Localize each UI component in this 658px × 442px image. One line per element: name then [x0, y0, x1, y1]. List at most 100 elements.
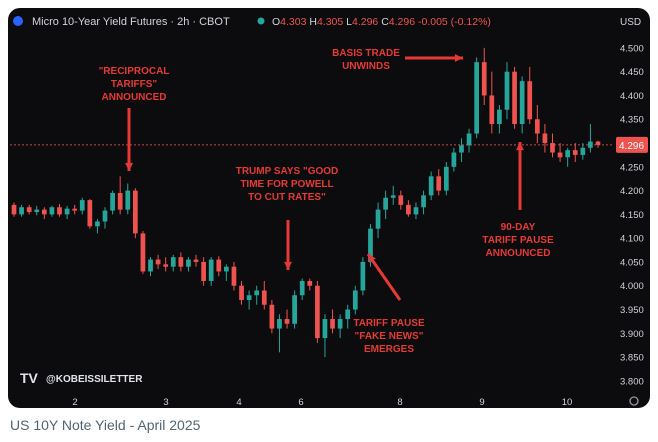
candle-body — [201, 261, 206, 281]
chart-container: 4.5004.4504.4004.3504.3004.2504.2004.150… — [8, 8, 650, 408]
ohlc-part: C — [378, 16, 389, 28]
candle-body — [572, 150, 578, 155]
candle-body — [34, 209, 40, 212]
x-tick-label: 9 — [479, 397, 484, 408]
annotation-text: 90-DAY — [501, 222, 536, 233]
x-tick-label: 6 — [298, 397, 303, 408]
y-tick-label: 4.100 — [620, 234, 644, 245]
candle-body — [57, 207, 62, 215]
annotation-text: "RECIPROCAL — [99, 66, 170, 77]
y-tick-label: 4.150 — [620, 210, 644, 221]
annotation-text: UNWINDS — [342, 61, 390, 72]
y-tick-label: 4.450 — [620, 67, 644, 78]
watermark-text: @KOBEISSILETTER — [46, 374, 143, 385]
candle-body — [72, 208, 78, 211]
settings-gear-icon — [629, 396, 639, 406]
x-tick-label: 10 — [562, 397, 573, 408]
candle-body — [421, 195, 426, 208]
ohlc-part: H — [306, 16, 317, 28]
ohlc-part: 4.296 — [352, 16, 378, 28]
annotation-arrowhead — [368, 254, 376, 263]
candle-body — [337, 319, 343, 329]
ohlc-part: L — [343, 16, 352, 28]
annotation-text: ANNOUNCED — [102, 92, 167, 103]
candle-body — [216, 259, 222, 272]
candle-body — [224, 266, 229, 272]
annotation-text: "FAKE NEWS" — [355, 331, 424, 342]
candle-body — [345, 309, 351, 320]
candle-body — [542, 133, 548, 144]
ohlc-readout: O4.303 H4.305 L4.296 C4.296 -0.005 (-0.1… — [272, 16, 491, 28]
annotation-text: BASIS TRADE — [332, 48, 400, 59]
candle-body — [527, 81, 533, 120]
candle-body — [406, 204, 411, 215]
candle-body — [163, 264, 169, 267]
y-tick-label: 4.050 — [620, 257, 644, 268]
candle-body — [231, 266, 237, 286]
candle-body — [41, 209, 47, 215]
candle-body — [451, 152, 457, 167]
candle-body — [383, 197, 388, 210]
candle-body — [375, 209, 381, 229]
candle-body — [208, 259, 214, 281]
candle-body — [504, 71, 510, 110]
candle-body — [466, 133, 472, 146]
annotation-arrow — [366, 253, 402, 301]
candle-body — [330, 319, 335, 329]
candle-body — [315, 285, 320, 339]
candle-body — [140, 233, 146, 272]
candlestick-chart: 4.5004.4504.4004.3504.3004.2504.2004.150… — [10, 16, 648, 408]
ohlc-part: 4.305 — [317, 16, 343, 28]
candle-body — [580, 147, 586, 155]
candle-body — [117, 192, 123, 210]
last-price-label: 4.296 — [619, 141, 644, 152]
candle-body — [352, 290, 358, 310]
candle-body — [26, 207, 32, 212]
y-tick-label: 3.950 — [620, 305, 644, 316]
annotation-arrowhead — [516, 142, 524, 151]
y-tick-label: 4.400 — [620, 91, 644, 102]
candle-body — [261, 290, 267, 305]
candle-body — [519, 81, 525, 124]
candle-body — [95, 221, 100, 227]
candle-body — [474, 62, 480, 134]
candle-body — [459, 145, 464, 153]
candle-body — [148, 259, 153, 272]
candle-body — [360, 261, 366, 291]
candle-body — [64, 208, 70, 215]
y-tick-label: 4.500 — [620, 43, 644, 54]
x-tick-label: 2 — [72, 397, 77, 408]
candle-body — [322, 319, 328, 339]
candle-body — [557, 152, 563, 158]
candle-body — [87, 200, 93, 227]
last-price-badge — [616, 136, 648, 153]
candle-body — [390, 195, 396, 198]
candle-body — [79, 200, 85, 211]
candle-body — [49, 207, 55, 215]
candle-body — [277, 319, 282, 329]
y-tick-label: 4.250 — [620, 162, 644, 173]
candle-body — [284, 319, 290, 324]
ohlc-part: O — [272, 16, 280, 28]
candle-body — [269, 304, 275, 329]
annotation-text: TIME FOR POWELL — [240, 179, 333, 190]
x-tick-label: 4 — [236, 397, 241, 408]
candle-body — [489, 95, 495, 124]
candle-body — [550, 143, 555, 153]
candle-body — [299, 280, 305, 296]
candle-body — [193, 259, 199, 262]
candle-body — [19, 207, 24, 215]
candle-body — [368, 228, 373, 262]
candle-body — [534, 119, 540, 134]
candle-body — [428, 176, 434, 196]
ohlc-part: 4.296 — [389, 16, 415, 28]
candle-body — [436, 176, 442, 191]
symbol-icon — [13, 16, 23, 26]
y-tick-label: 3.900 — [620, 329, 644, 340]
candle-body — [178, 257, 184, 267]
candle-body — [307, 280, 313, 286]
candle-body — [497, 109, 502, 124]
chart-caption: US 10Y Note Yield - April 2025 — [10, 417, 201, 433]
y-tick-label: 4.350 — [620, 115, 644, 126]
candle-body — [254, 290, 260, 296]
